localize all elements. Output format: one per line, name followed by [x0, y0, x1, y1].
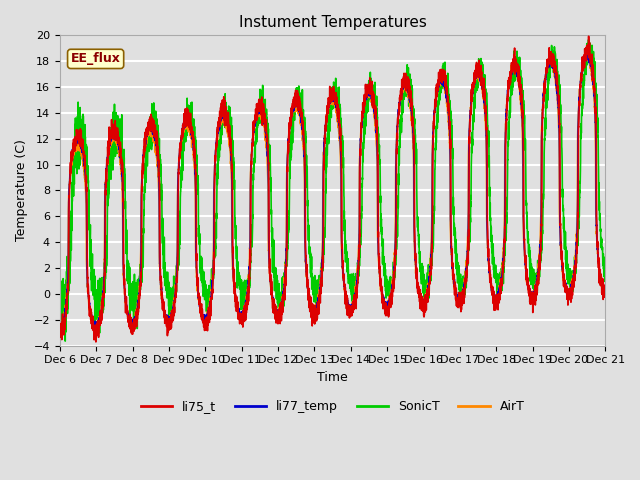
SonicT	[486, 194, 493, 200]
AirT	[57, 331, 65, 336]
AirT	[601, 291, 609, 297]
AirT	[582, 49, 589, 55]
AirT	[312, 305, 320, 311]
SonicT	[56, 304, 63, 310]
AirT	[154, 168, 162, 174]
SonicT	[61, 338, 69, 344]
SonicT	[585, 37, 593, 43]
AirT	[425, 278, 433, 284]
li77_temp	[425, 284, 433, 289]
li77_temp	[602, 283, 609, 288]
SonicT	[154, 156, 162, 162]
li75_t	[56, 331, 63, 336]
Text: EE_flux: EE_flux	[70, 52, 120, 65]
li77_temp	[154, 158, 162, 164]
Line: AirT: AirT	[60, 52, 605, 334]
X-axis label: Time: Time	[317, 371, 348, 384]
li77_temp	[312, 306, 320, 312]
li75_t	[486, 278, 493, 284]
SonicT	[601, 274, 609, 280]
SonicT	[602, 278, 609, 284]
Y-axis label: Temperature (C): Temperature (C)	[15, 140, 28, 241]
li77_temp	[601, 293, 609, 299]
Line: li75_t: li75_t	[60, 36, 605, 342]
li75_t	[585, 34, 593, 39]
li75_t	[455, 296, 463, 302]
SonicT	[455, 286, 463, 292]
li77_temp	[57, 327, 65, 333]
AirT	[602, 291, 609, 297]
AirT	[56, 325, 63, 331]
li75_t	[154, 144, 162, 150]
li75_t	[601, 285, 609, 291]
Line: SonicT: SonicT	[60, 40, 605, 341]
SonicT	[425, 295, 433, 301]
li77_temp	[584, 48, 592, 54]
Title: Instument Temperatures: Instument Temperatures	[239, 15, 426, 30]
li77_temp	[56, 324, 63, 329]
SonicT	[312, 296, 320, 302]
AirT	[455, 296, 463, 302]
li75_t	[92, 339, 100, 345]
li75_t	[425, 293, 433, 299]
li77_temp	[486, 272, 493, 277]
li75_t	[312, 313, 320, 319]
li77_temp	[455, 296, 463, 302]
Line: li77_temp: li77_temp	[60, 51, 605, 330]
Legend: li75_t, li77_temp, SonicT, AirT: li75_t, li77_temp, SonicT, AirT	[136, 396, 529, 418]
AirT	[486, 276, 493, 282]
li75_t	[602, 282, 609, 288]
